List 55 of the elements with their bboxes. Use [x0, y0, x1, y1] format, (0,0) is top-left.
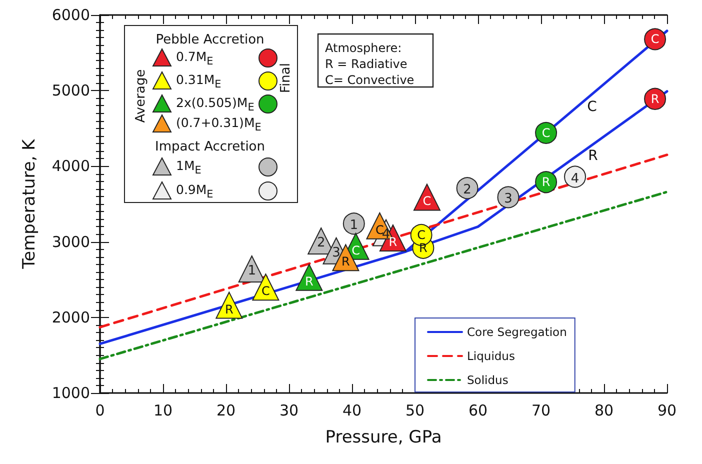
data-label: R: [388, 235, 398, 250]
annotation: Average: [134, 69, 148, 123]
x-tick-label: 60: [468, 402, 488, 420]
annotation: Impact Accretion: [154, 140, 266, 154]
annotation: Pebble Accretion: [156, 32, 264, 48]
data-label: C: [261, 284, 270, 298]
annotation: 3: [504, 192, 512, 207]
data-label: R: [542, 175, 550, 190]
y-tick-label: 6000: [52, 6, 90, 24]
data-label: C: [352, 243, 360, 258]
data-label: C: [422, 194, 432, 208]
y-tick-label: 2000: [52, 308, 90, 326]
annotation: Final: [278, 63, 294, 93]
x-tick-label: 0: [95, 402, 105, 420]
x-tick-label: 80: [594, 402, 614, 420]
legend-label: Solidus: [467, 373, 508, 387]
data-label: R: [342, 254, 350, 269]
x-tick-label: 10: [153, 402, 173, 420]
data-label: C: [542, 126, 550, 140]
x-tick-label: 20: [216, 402, 236, 420]
data-label: R: [650, 92, 660, 106]
legend-label: 0.31M$_{E}$: [176, 72, 222, 90]
data-label: C: [376, 222, 384, 237]
annotation: 2: [463, 182, 472, 198]
data-label: R: [224, 302, 234, 316]
legend-label: 0.9M$_{E}$: [176, 182, 214, 200]
y-tick-label: 1000: [52, 384, 90, 402]
x-tick-label: 50: [405, 402, 425, 420]
y-tick-label: 4000: [52, 157, 90, 176]
legend-label: Liquidus: [467, 349, 515, 363]
annotation: 4: [570, 171, 580, 186]
annotation: Atmosphere: R = Radiative C= Convective: [325, 41, 414, 87]
x-axis-title: Pressure, GPa: [325, 428, 442, 448]
x-tick-label: 70: [531, 402, 551, 420]
annotation: 3: [332, 245, 340, 260]
y-tick-label: 5000: [52, 82, 90, 100]
annotation: R: [588, 148, 598, 164]
annotation: 1: [248, 264, 256, 279]
annotation: C: [587, 99, 598, 115]
annotation: 2: [316, 236, 326, 251]
legend-label: (0.7+0.31)M$_{E}$: [176, 114, 262, 134]
x-tick-label: 30: [279, 402, 299, 420]
data-label: C: [417, 228, 426, 242]
legend-label: 0.7M$_{E}$: [176, 48, 214, 68]
y-axis-title: Temperature, K: [20, 138, 40, 270]
legend-label: 2x(0.505)M$_{E}$: [176, 94, 254, 114]
annotation: 4: [382, 227, 390, 242]
annotation: 1: [350, 218, 358, 234]
data-label: C: [650, 32, 660, 46]
y-tick-label: 3000: [52, 232, 90, 251]
data-label: R: [304, 274, 314, 288]
x-tick-label: 90: [657, 402, 677, 420]
legend-label: 1M$_{E}$: [176, 158, 202, 176]
legend-label: Core Segregation: [467, 325, 567, 339]
x-tick-label: 40: [342, 402, 362, 420]
